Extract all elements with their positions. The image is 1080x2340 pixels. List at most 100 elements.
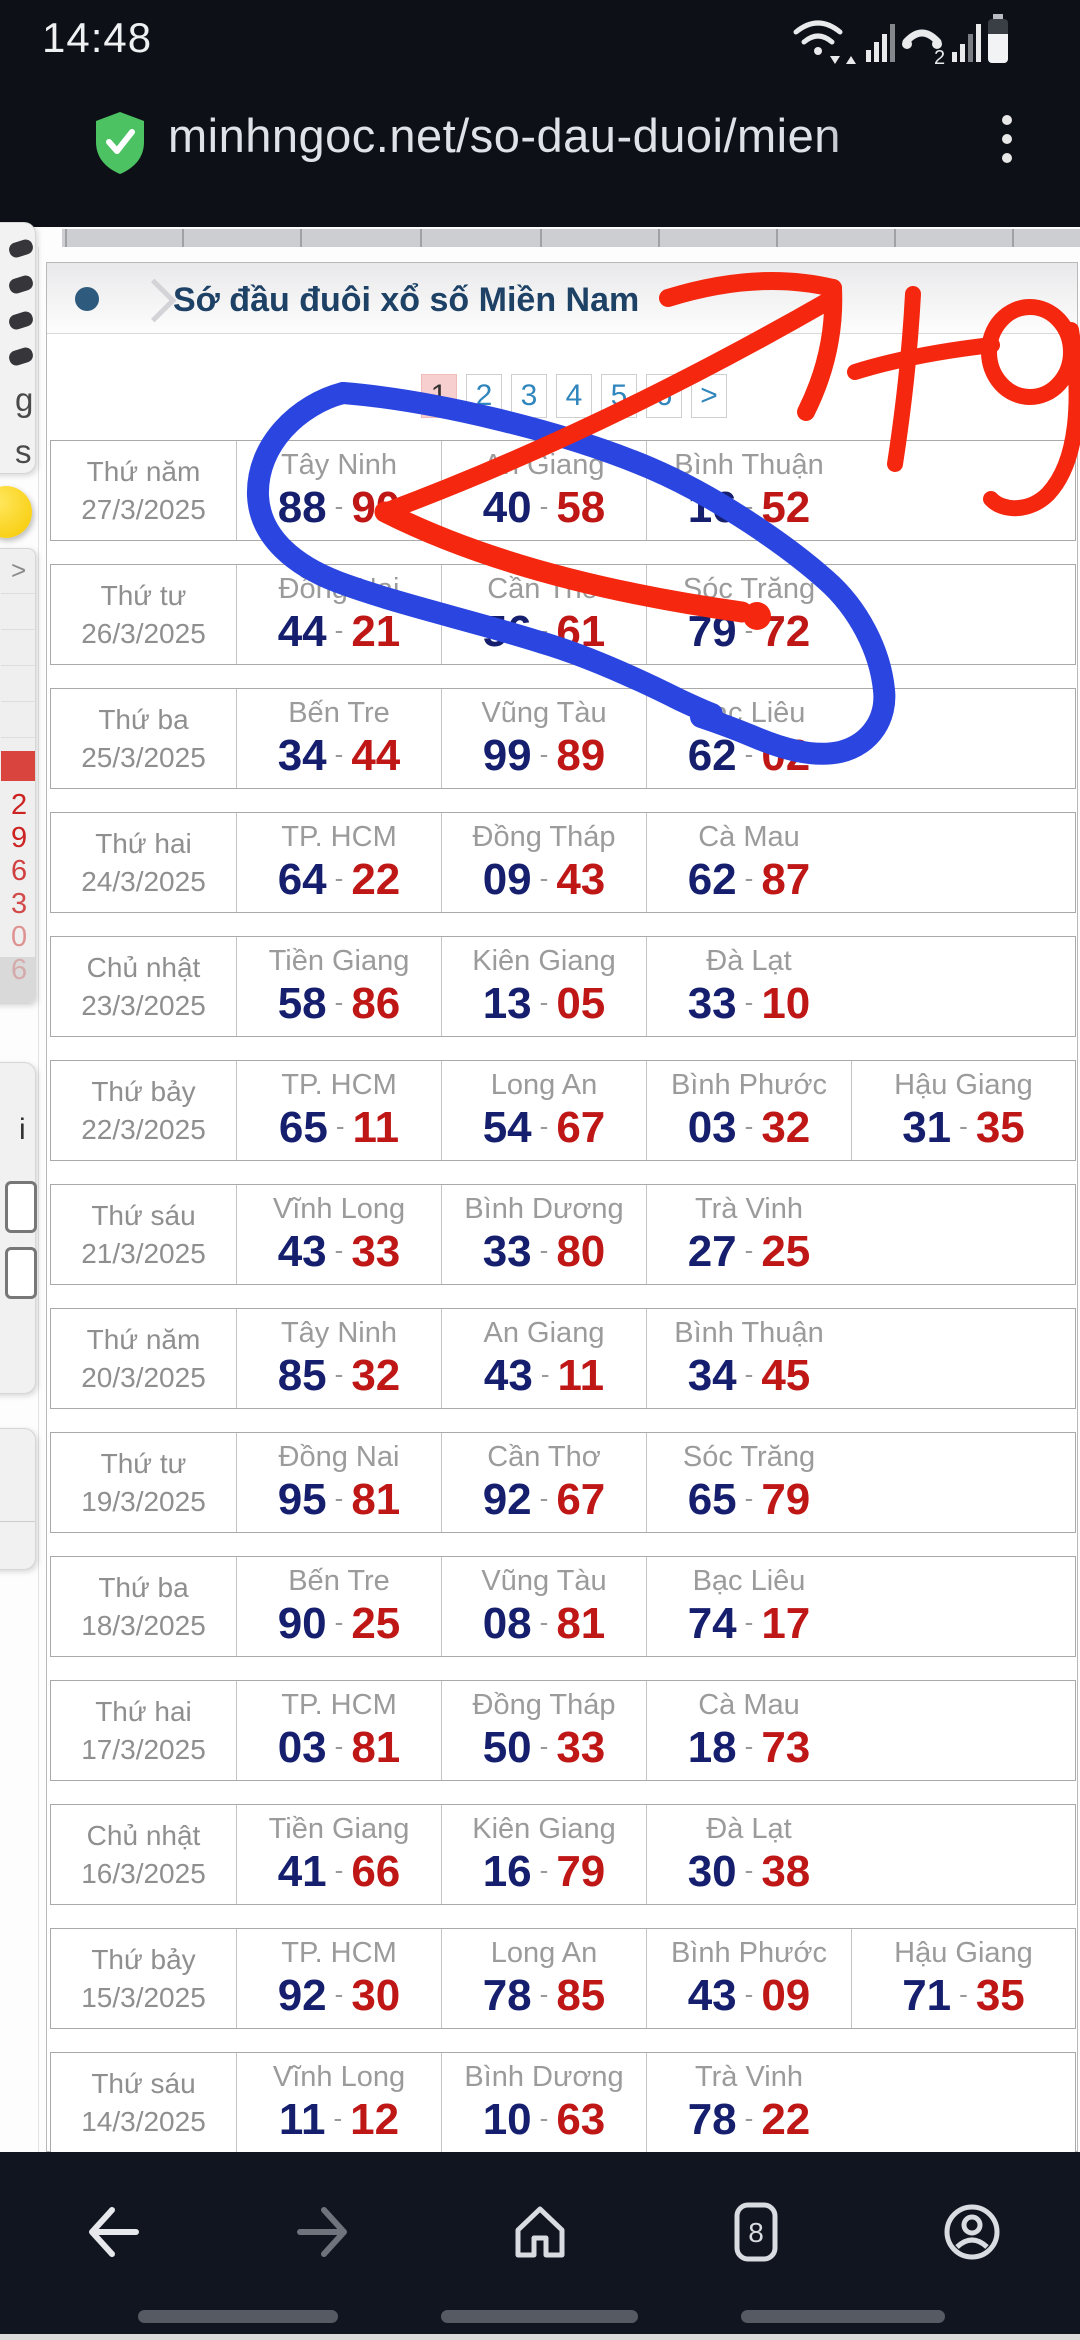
result-numbers: 95-81 bbox=[237, 1475, 441, 1525]
tail-number: 02 bbox=[761, 731, 811, 780]
result-numbers: 09-43 bbox=[442, 855, 646, 905]
dash-separator: - bbox=[539, 863, 549, 893]
page-button-5[interactable]: 5 bbox=[601, 374, 637, 418]
head-number: 58 bbox=[277, 979, 327, 1028]
profile-icon[interactable] bbox=[940, 2200, 1004, 2264]
province-cell: Đà Lạt 30-38 bbox=[646, 1805, 851, 1904]
page-button-1[interactable]: 1 bbox=[421, 374, 457, 418]
head-number: 43 bbox=[277, 1227, 327, 1276]
head-number: 33 bbox=[687, 979, 737, 1028]
head-number: 78 bbox=[482, 1971, 532, 2020]
tail-number: 52 bbox=[761, 483, 811, 532]
chevron-right-icon bbox=[132, 278, 177, 323]
dash-separator: - bbox=[539, 1731, 549, 1761]
result-row: Chủ nhật 16/3/2025 Tiền Giang 41-66 Kiên Gia… bbox=[50, 1804, 1076, 1905]
result-numbers: 16-52 bbox=[647, 483, 851, 533]
result-numbers: 08-81 bbox=[442, 1599, 646, 1649]
result-numbers: 56-61 bbox=[442, 607, 646, 657]
province-cell: An Giang 40-58 bbox=[441, 441, 646, 540]
province-name: Bến Tre bbox=[288, 697, 390, 729]
result-numbers: 33-80 bbox=[442, 1227, 646, 1277]
dash-separator: - bbox=[539, 1979, 549, 2009]
tail-number: 33 bbox=[556, 1723, 606, 1772]
head-number: 62 bbox=[687, 855, 737, 904]
wifi-dot bbox=[814, 47, 822, 55]
dash-separator: - bbox=[539, 1483, 549, 1513]
page-button-4[interactable]: 4 bbox=[556, 374, 592, 418]
tail-number: 67 bbox=[556, 1103, 606, 1152]
province-name: Vĩnh Long bbox=[272, 2061, 406, 2093]
province-name: Tây Ninh bbox=[280, 1317, 398, 1349]
head-number: 88 bbox=[277, 483, 327, 532]
result-numbers: 92-67 bbox=[442, 1475, 646, 1525]
head-number: 44 bbox=[277, 607, 327, 656]
result-numbers: 27-25 bbox=[647, 1227, 851, 1277]
tail-number: 81 bbox=[351, 1723, 401, 1772]
head-number: 90 bbox=[277, 1599, 327, 1648]
tail-number: 33 bbox=[351, 1227, 401, 1276]
signal-bars-icon-2 bbox=[952, 24, 981, 62]
empty-cell bbox=[851, 1681, 1075, 1780]
dash-separator: - bbox=[334, 1731, 344, 1761]
date-label: 27/3/2025 bbox=[81, 493, 206, 525]
date-cell: Thứ bảy 15/3/2025 bbox=[51, 1929, 236, 2028]
tail-number: 61 bbox=[556, 607, 606, 656]
date-label: 17/3/2025 bbox=[81, 1733, 206, 1765]
page-button-2[interactable]: 2 bbox=[466, 374, 502, 418]
tail-number: 38 bbox=[761, 1847, 811, 1896]
url-bar[interactable]: minhngoc.net/so-dau-duoi/mien bbox=[168, 109, 841, 162]
province-cell: Long An 78-85 bbox=[441, 1929, 646, 2028]
province-name: Bình Dương bbox=[464, 2061, 624, 2093]
result-numbers: 34-44 bbox=[237, 731, 441, 781]
page-button->[interactable]: > bbox=[691, 374, 727, 418]
dash-separator: - bbox=[959, 1111, 968, 1141]
tail-number: 90 bbox=[351, 483, 401, 532]
back-icon[interactable] bbox=[78, 2200, 142, 2264]
dash-separator: - bbox=[539, 2103, 549, 2133]
head-number: 18 bbox=[687, 1723, 737, 1772]
site-security-shield-icon[interactable] bbox=[92, 110, 148, 176]
head-number: 09 bbox=[482, 855, 532, 904]
dash-separator: - bbox=[334, 491, 344, 521]
date-label: 24/3/2025 bbox=[81, 865, 206, 897]
province-cell: Bến Tre 34-44 bbox=[236, 689, 441, 788]
head-number: 71 bbox=[902, 1971, 952, 2020]
browser-chrome: 14:48 2 bbox=[0, 0, 1080, 227]
android-nav-bar: 8 bbox=[0, 2152, 1080, 2340]
widget-button[interactable] bbox=[5, 1247, 37, 1299]
floating-widget-info[interactable]: i bbox=[0, 1062, 37, 1394]
result-numbers: 43-11 bbox=[442, 1351, 646, 1401]
tail-number: 79 bbox=[761, 1475, 811, 1524]
forward-icon[interactable] bbox=[294, 2200, 358, 2264]
tail-number: 25 bbox=[351, 1599, 401, 1648]
signal-bars-icon bbox=[866, 24, 895, 62]
result-numbers: 78-85 bbox=[442, 1971, 646, 2021]
mini-row-line bbox=[1, 629, 35, 630]
tabs-icon[interactable]: 8 bbox=[724, 2200, 788, 2264]
weekday-label: Thứ năm bbox=[86, 1323, 201, 1355]
head-number: 43 bbox=[483, 1351, 533, 1400]
result-numbers: 65-11 bbox=[237, 1103, 441, 1153]
floating-widget-card[interactable] bbox=[0, 1428, 36, 1570]
tail-number: 21 bbox=[351, 607, 401, 656]
tail-number: 17 bbox=[761, 1599, 811, 1648]
tail-number: 11 bbox=[557, 1351, 605, 1400]
head-number: 43 bbox=[687, 1971, 737, 2020]
page-button-3[interactable]: 3 bbox=[511, 374, 547, 418]
province-name: TP. HCM bbox=[281, 1937, 397, 1969]
empty-cell bbox=[851, 1433, 1075, 1532]
province-cell: Bạc Liêu 74-17 bbox=[646, 1557, 851, 1656]
web-page: Sớ đầu đuôi xổ số Miền Nam 1 2 3 4 5 6 > Thứ n… bbox=[0, 227, 1080, 2153]
result-numbers: 10-63 bbox=[442, 2095, 646, 2145]
home-icon[interactable] bbox=[508, 2200, 572, 2264]
widget-button[interactable] bbox=[5, 1181, 37, 1233]
tail-number: 43 bbox=[556, 855, 606, 904]
browser-menu-icon[interactable] bbox=[1002, 106, 1014, 172]
head-number: 08 bbox=[482, 1599, 532, 1648]
page-button-6[interactable]: 6 bbox=[646, 374, 682, 418]
date-label: 22/3/2025 bbox=[81, 1113, 206, 1145]
result-row: Thứ bảy 15/3/2025 TP. HCM 92-30 Long An 78-85… bbox=[50, 1928, 1076, 2029]
dash-separator: - bbox=[539, 1235, 549, 1265]
